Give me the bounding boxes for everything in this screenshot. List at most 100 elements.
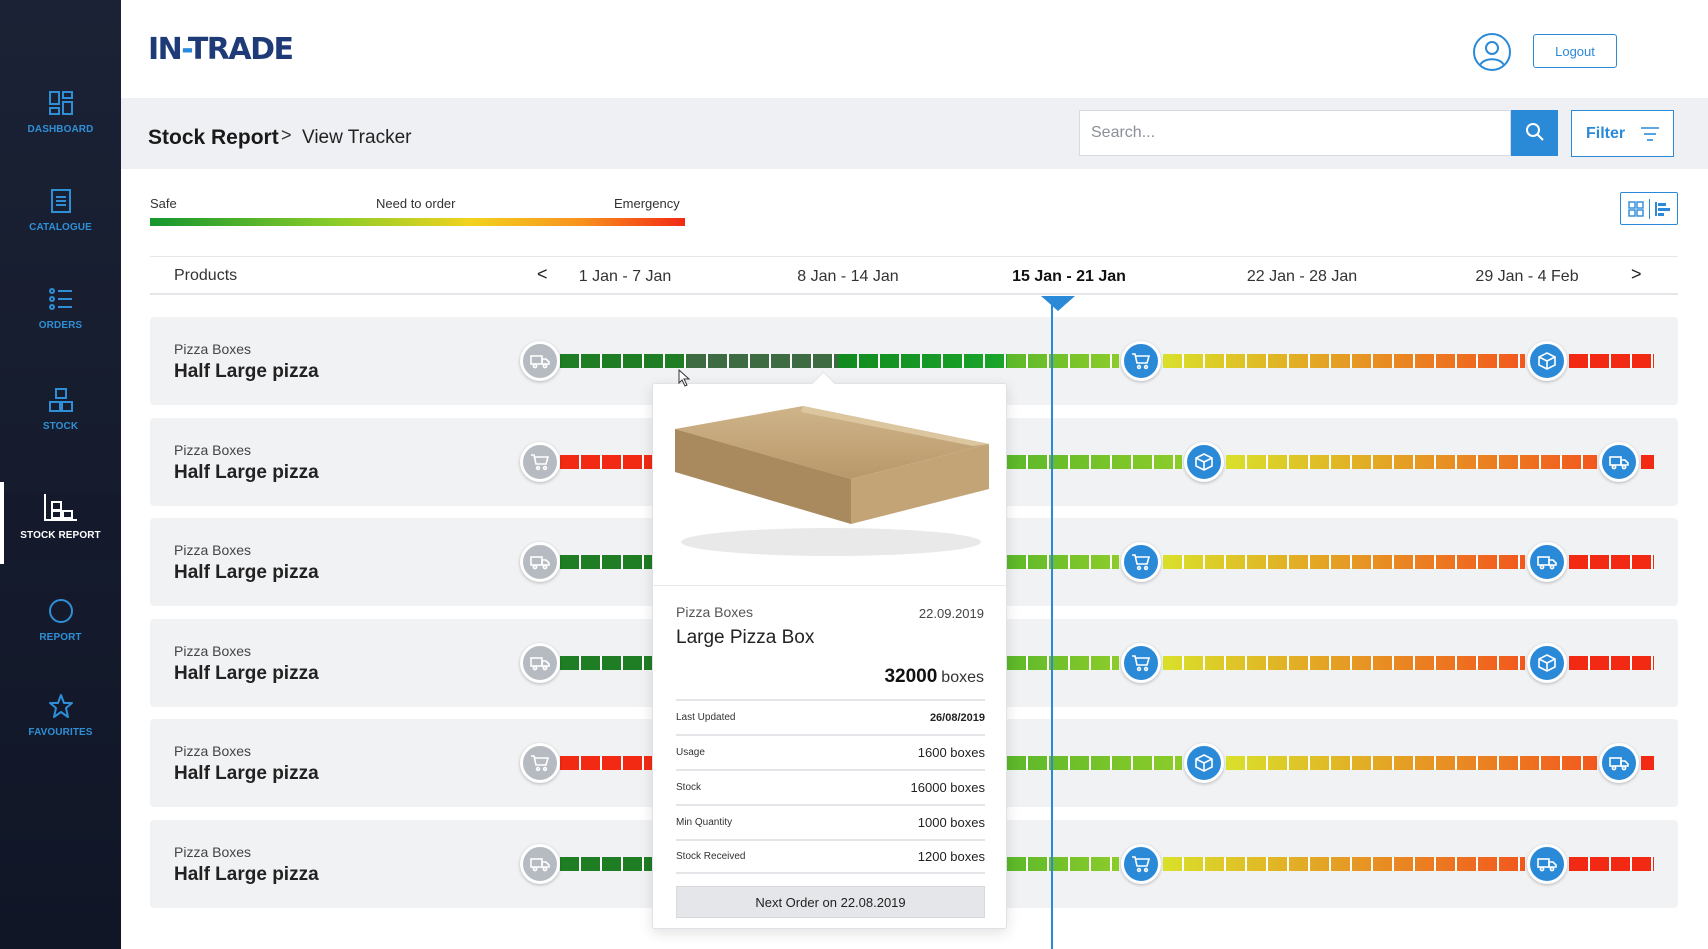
- stock-level-segment: [1163, 354, 1525, 368]
- stock-level-segment: [687, 354, 838, 368]
- week-label[interactable]: 8 Jan - 14 Jan: [797, 268, 899, 285]
- stock-level-segment: [1569, 354, 1654, 368]
- breadcrumb-current: View Tracker: [302, 127, 412, 148]
- stock-level-segment: [560, 354, 687, 368]
- catalogue-icon: [50, 189, 71, 213]
- filter-button[interactable]: Filter: [1571, 110, 1674, 157]
- legend-safe: Safe: [150, 196, 177, 211]
- page-toolbar: Stock Report > View Tracker Filter: [121, 98, 1708, 169]
- truck-milestone-icon[interactable]: [520, 341, 560, 381]
- sidebar-item-report[interactable]: REPORT: [0, 598, 121, 668]
- week-label[interactable]: 29 Jan - 4 Feb: [1475, 268, 1579, 285]
- detail-key: Min Quantity: [676, 817, 733, 828]
- top-header: IN-TRADE Logout: [121, 0, 1708, 98]
- popover-quantity: 32000 boxes: [884, 666, 984, 687]
- stock-level-segment: [1569, 857, 1654, 871]
- row-product-name: Half Large pizza: [174, 663, 319, 684]
- next-order-button[interactable]: Next Order on 22.08.2019: [676, 886, 985, 918]
- detail-value: 16000 boxes: [910, 780, 985, 795]
- cart-milestone-icon[interactable]: [520, 743, 560, 783]
- search-icon: [1525, 122, 1544, 141]
- sidebar-item-catalogue[interactable]: CATALOGUE: [0, 188, 121, 258]
- detail-key: Stock: [676, 782, 702, 793]
- stock-level-segment: [1007, 455, 1182, 469]
- stock-report-icon: [43, 494, 77, 521]
- detail-row: Last Updated 26/08/2019: [676, 699, 985, 734]
- timeline-view-icon[interactable]: [1655, 201, 1671, 217]
- row-category: Pizza Boxes: [174, 542, 252, 558]
- popover-category: Pizza Boxes: [676, 604, 754, 620]
- sidebar-item-label: FAVOURITES: [28, 727, 93, 738]
- truck-milestone-icon[interactable]: [520, 643, 560, 683]
- legend-need-to-order: Need to order: [376, 196, 456, 211]
- search-input[interactable]: [1079, 110, 1511, 156]
- stock-level-segment: [1007, 656, 1119, 670]
- star-icon: [48, 694, 73, 718]
- stock-level-segment: [1226, 455, 1597, 469]
- logout-button[interactable]: Logout: [1533, 34, 1617, 68]
- stock-level-segment: [560, 857, 652, 871]
- cart-milestone-icon[interactable]: [1121, 341, 1161, 381]
- breadcrumb-root[interactable]: Stock Report: [148, 126, 279, 149]
- detail-value: 1600 boxes: [917, 745, 985, 760]
- stock-level-segment: [560, 656, 652, 670]
- sidebar-item-stock[interactable]: STOCK: [0, 387, 121, 457]
- grid-view-icon[interactable]: [1628, 201, 1644, 217]
- product-popover: Pizza Boxes 22.09.2019 Large Pizza Box 3…: [652, 383, 1007, 929]
- box-milestone-icon[interactable]: [1527, 341, 1567, 381]
- stock-level-segment: [1641, 455, 1654, 469]
- sidebar-item-orders[interactable]: ORDERS: [0, 286, 121, 356]
- truck-milestone-icon[interactable]: [1599, 442, 1639, 482]
- truck-milestone-icon[interactable]: [520, 844, 560, 884]
- timeline-next-button[interactable]: >: [1631, 264, 1642, 284]
- row-product-name: Half Large pizza: [174, 763, 319, 784]
- stock-level-segment: [1007, 354, 1119, 368]
- cart-milestone-icon[interactable]: [1121, 844, 1161, 884]
- box-milestone-icon[interactable]: [1527, 643, 1567, 683]
- cart-milestone-icon[interactable]: [1121, 643, 1161, 683]
- row-product-name: Half Large pizza: [174, 562, 319, 583]
- week-label[interactable]: 22 Jan - 28 Jan: [1246, 268, 1358, 285]
- stock-level-segment: [560, 756, 652, 770]
- box-milestone-icon[interactable]: [1184, 442, 1224, 482]
- cart-milestone-icon[interactable]: [1121, 542, 1161, 582]
- cart-milestone-icon[interactable]: [520, 442, 560, 482]
- stock-level-segment: [1007, 756, 1182, 770]
- popover-details: Last Updated 26/08/2019 Usage 1600 boxes S…: [676, 699, 985, 874]
- stock-level-segment: [1569, 555, 1654, 569]
- user-avatar-icon[interactable]: [1473, 33, 1511, 71]
- detail-row: Stock Received 1200 boxes: [676, 839, 985, 874]
- current-week-marker: [1041, 296, 1075, 311]
- truck-milestone-icon[interactable]: [1527, 542, 1567, 582]
- sidebar-item-stock-report[interactable]: STOCK REPORT: [0, 482, 121, 564]
- search-button[interactable]: [1511, 110, 1558, 156]
- sidebar-item-dashboard[interactable]: DASHBOARD: [0, 90, 121, 160]
- filter-label: Filter: [1586, 124, 1626, 142]
- week-label[interactable]: 1 Jan - 7 Jan: [578, 268, 672, 285]
- row-product-name: Half Large pizza: [174, 361, 319, 382]
- stock-icon: [48, 388, 73, 412]
- box-milestone-icon[interactable]: [1184, 743, 1224, 783]
- stock-level-segment: [1007, 555, 1119, 569]
- truck-milestone-icon[interactable]: [1527, 844, 1567, 884]
- legend-gradient-bar: [150, 218, 685, 226]
- products-column-header: Products: [174, 267, 238, 284]
- product-image: [653, 384, 1006, 586]
- detail-key: Stock Received: [676, 851, 746, 862]
- view-toggle[interactable]: [1620, 192, 1678, 225]
- stock-level-segment: [1163, 555, 1525, 569]
- sidebar-item-favourites[interactable]: FAVOURITES: [0, 693, 121, 763]
- stock-level-segment: [1226, 756, 1597, 770]
- timeline-prev-button[interactable]: <: [537, 264, 548, 284]
- row-product-name: Half Large pizza: [174, 462, 319, 483]
- timeline-header-divider: [150, 293, 1678, 295]
- app-logo[interactable]: IN-TRADE: [148, 32, 294, 67]
- truck-milestone-icon[interactable]: [520, 542, 560, 582]
- row-category: Pizza Boxes: [174, 643, 252, 659]
- stock-level-segment: [560, 555, 652, 569]
- popover-date: 22.09.2019: [918, 606, 984, 621]
- week-label-current[interactable]: 15 Jan - 21 Jan: [1012, 268, 1126, 285]
- truck-milestone-icon[interactable]: [1599, 743, 1639, 783]
- stock-level-segment: [1569, 656, 1654, 670]
- sidebar-item-label: STOCK: [42, 421, 79, 432]
